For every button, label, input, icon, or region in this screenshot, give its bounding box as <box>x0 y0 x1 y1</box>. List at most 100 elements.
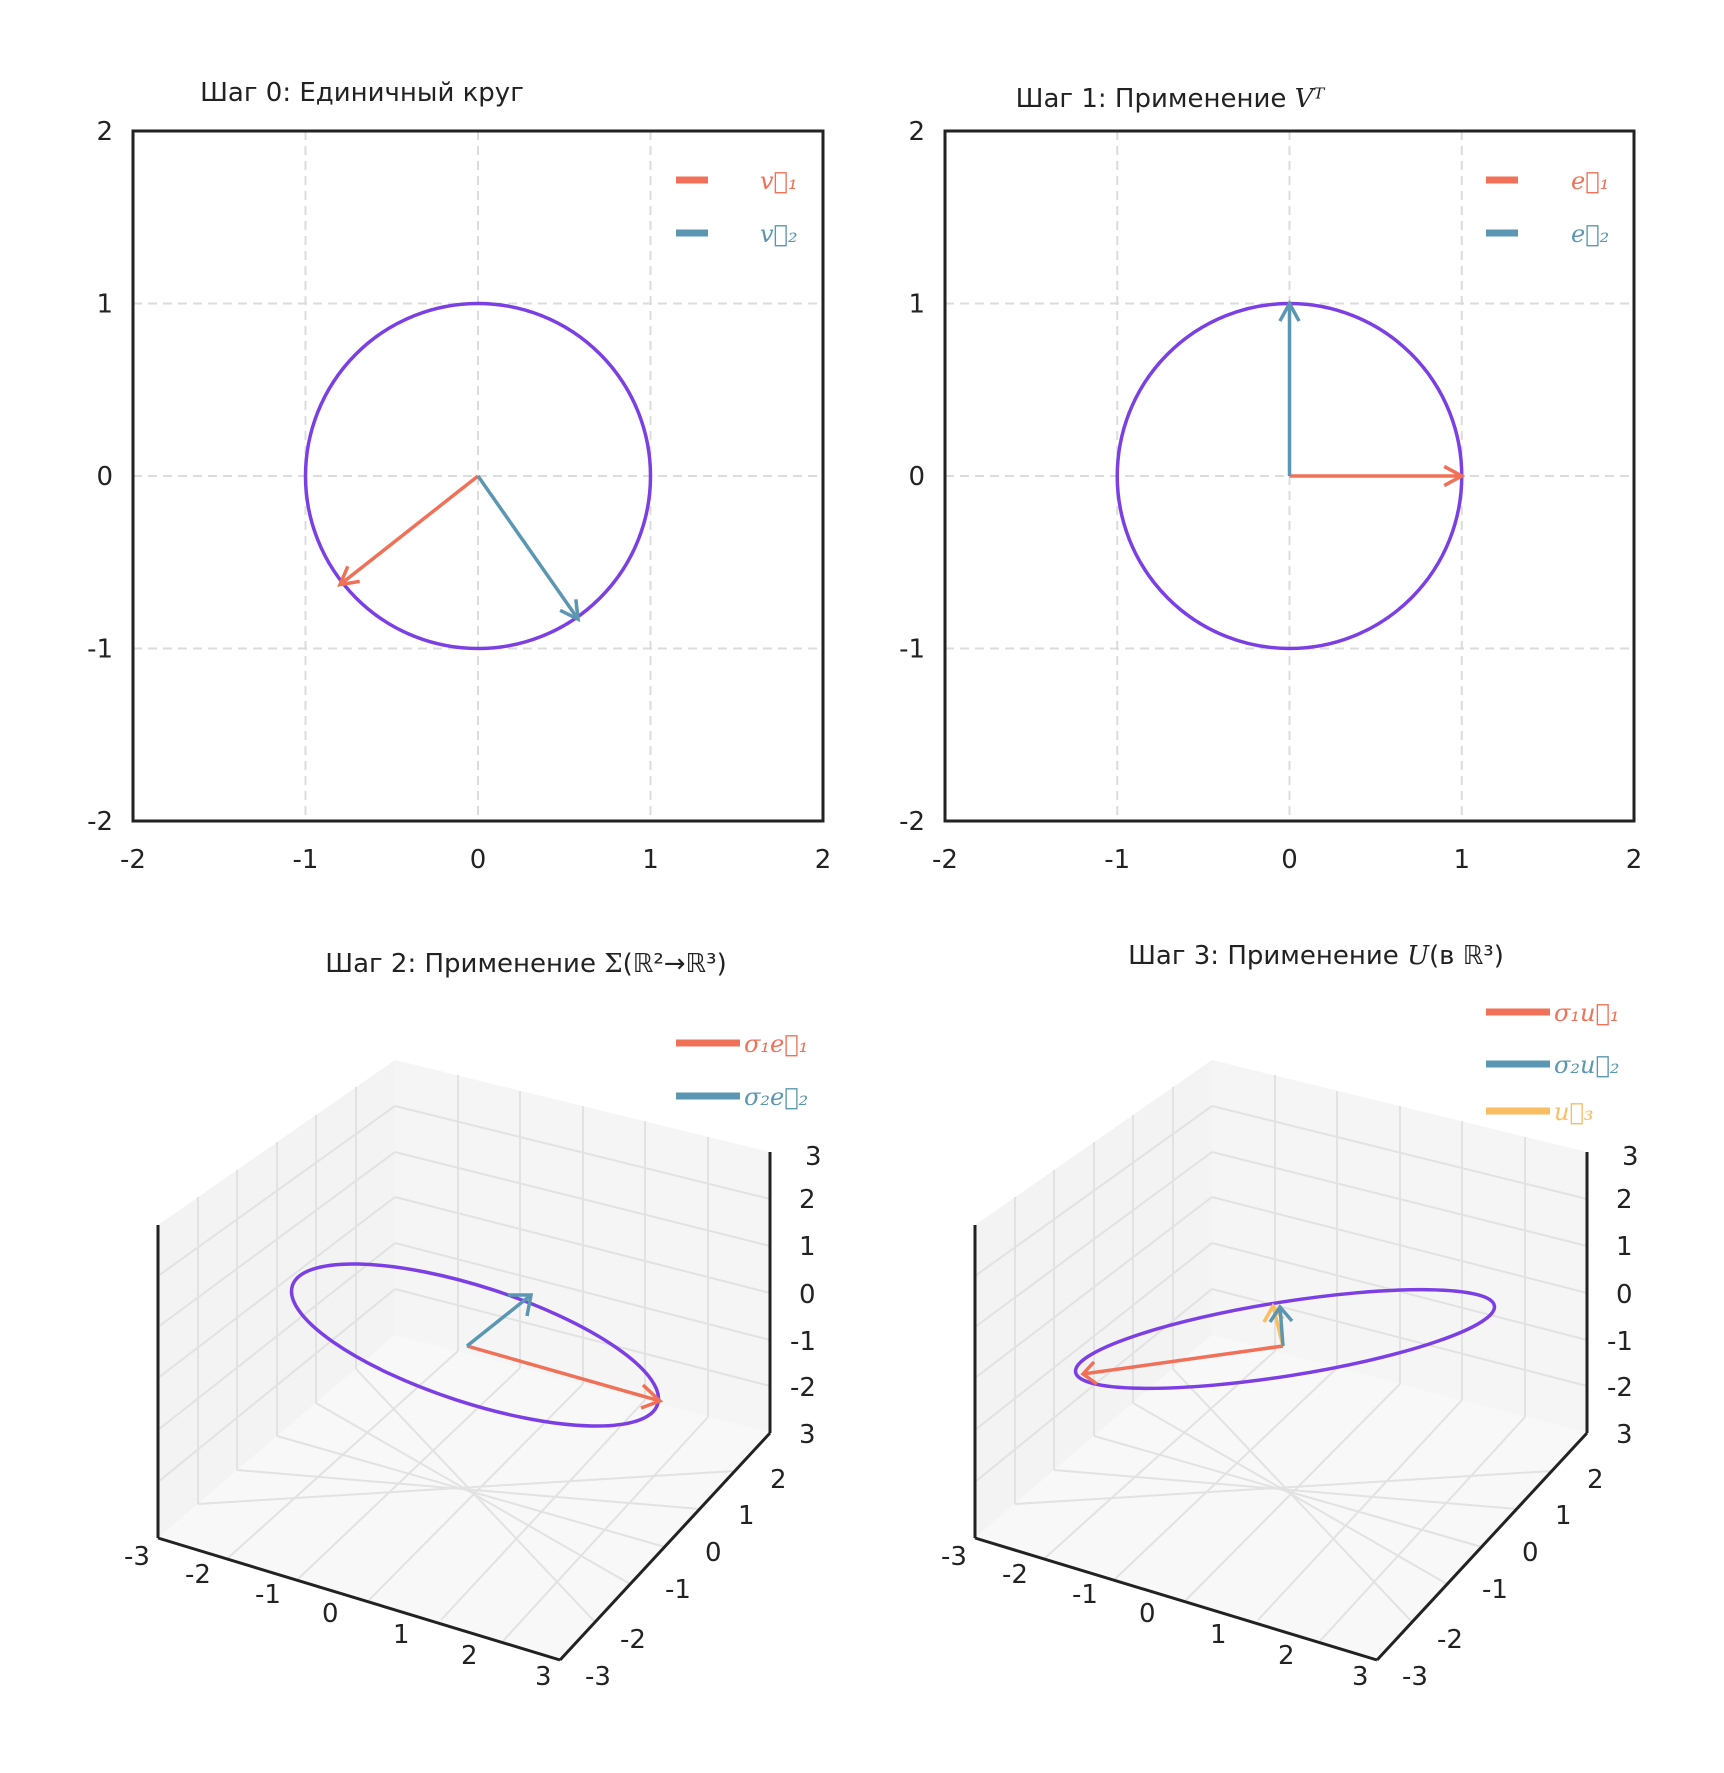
panel-title: Шаг 2: Применение Σ(ℝ²→ℝ³) <box>325 949 726 979</box>
z-tick-label: 1 <box>799 1232 816 1262</box>
vector-e1 <box>1289 464 1466 488</box>
x-tick-label: 3 <box>535 1662 552 1692</box>
y-tick-label: 2 <box>770 1465 787 1495</box>
y-tick-label: 1 <box>96 290 113 320</box>
x-tick-label: 0 <box>470 845 487 875</box>
unit-circle <box>303 301 653 651</box>
x-tick-label: 1 <box>1210 1620 1227 1650</box>
x-tick-labels: -3 -2 -1 0 1 2 3 <box>941 1542 1369 1692</box>
ellipse-3d <box>289 1262 661 1428</box>
y-tick-label: 1 <box>1555 1501 1572 1531</box>
y-tick-label: -1 <box>87 635 113 665</box>
legend-label-u3: u⃗₃ <box>1554 1098 1593 1126</box>
3d-panes <box>973 1060 1589 1662</box>
legend: v⃗₁ v⃗₂ <box>676 167 798 248</box>
z-tick-label: 3 <box>1622 1142 1639 1172</box>
legend-label-s2e2: σ₂e⃗₂ <box>744 1083 808 1111</box>
vector-s1e1 <box>466 1344 664 1410</box>
pane-grid-lines <box>157 1075 771 1642</box>
x-tick-label: -2 <box>1002 1560 1028 1590</box>
y-tick-label: 2 <box>1587 1465 1604 1495</box>
x-tick-label: -3 <box>124 1542 150 1572</box>
y-tick-label: 1 <box>738 1501 755 1531</box>
x-tick-label: -1 <box>1104 845 1130 875</box>
x-tick-label: 1 <box>1453 845 1470 875</box>
y-tick-label: -1 <box>665 1575 691 1605</box>
panel-title: Шаг 3: Применение U(в ℝ³) <box>1128 941 1504 971</box>
panel-step0: Шаг 0: Единичный круг -2 -1 0 1 2 -2 -1 … <box>87 78 831 875</box>
panel-title: Шаг 0: Единичный круг <box>200 78 524 108</box>
y-tick-label: -3 <box>585 1662 611 1692</box>
vectors-layer <box>337 474 581 623</box>
y-tick-label: 2 <box>908 117 925 147</box>
x-tick-label: 1 <box>393 1620 410 1650</box>
vector-s2e2 <box>465 1293 534 1348</box>
x-tick-label: 1 <box>642 845 659 875</box>
y-tick-labels: -2 -1 0 1 2 <box>899 117 925 837</box>
z-tick-label: -2 <box>790 1373 816 1403</box>
panel-step1: Шаг 1: Применение Vᵀ -2 -1 0 1 2 -2 -1 0… <box>899 84 1642 875</box>
x-axis-line <box>974 1536 1378 1662</box>
z-tick-label: 1 <box>1616 1232 1633 1262</box>
panel-title: Шаг 1: Применение Vᵀ <box>1016 84 1326 114</box>
legend-label-s2u2: σ₂u⃗₂ <box>1554 1051 1619 1079</box>
ellipse-3d <box>1073 1287 1497 1391</box>
legend: e⃗₁ e⃗₂ <box>1486 167 1609 248</box>
y-tick-label: 2 <box>96 117 113 147</box>
z-tick-labels: 3 2 1 0 -1 -2 3 <box>1607 1142 1639 1450</box>
vector-s2u2 <box>1268 1304 1294 1347</box>
legend-label-s1e1: σ₁e⃗₁ <box>744 1030 808 1058</box>
x-tick-label: -2 <box>185 1560 211 1590</box>
unit-circle-layer <box>303 301 653 651</box>
y-axis-line <box>558 1431 772 1662</box>
vector-s1u1 <box>1080 1344 1284 1386</box>
y-tick-labels: -2 -1 0 1 2 <box>87 117 113 837</box>
y-tick-label: 0 <box>705 1538 722 1568</box>
x-tick-label: -1 <box>255 1580 281 1610</box>
legend-label-e1: e⃗₁ <box>1571 167 1609 195</box>
z-tick-label: 3 <box>799 1420 816 1450</box>
x-tick-label: -1 <box>1072 1580 1098 1610</box>
x-tick-label: 2 <box>1278 1641 1295 1671</box>
x-tick-labels: -3 -2 -1 0 1 2 3 <box>124 1542 552 1692</box>
x-tick-label: 0 <box>322 1599 339 1629</box>
vectors-layer <box>1278 299 1466 488</box>
x-tick-labels: -2 -1 0 1 2 <box>932 845 1642 875</box>
z-tick-labels: 3 2 1 0 -1 -2 3 <box>790 1142 822 1450</box>
panel-step2: Шаг 2: Применение Σ(ℝ²→ℝ³) <box>124 949 822 1692</box>
floor-pane <box>158 1335 770 1660</box>
z-tick-label: -1 <box>1607 1327 1633 1357</box>
z-tick-label: -1 <box>790 1327 816 1357</box>
x-tick-label: -2 <box>120 845 146 875</box>
plot-frame <box>943 129 1636 823</box>
x-tick-label: -2 <box>932 845 958 875</box>
3d-panes <box>156 1060 772 1662</box>
z-tick-label: 3 <box>1616 1420 1633 1450</box>
y-tick-label: -3 <box>1402 1662 1428 1692</box>
y-tick-labels: 2 1 0 -1 -2 -3 <box>1402 1465 1604 1692</box>
x-tick-labels: -2 -1 0 1 2 <box>120 845 831 875</box>
x-tick-label: 2 <box>815 845 832 875</box>
y-tick-label: -2 <box>1437 1625 1463 1655</box>
legend: σ₁u⃗₁ σ₂u⃗₂ u⃗₃ <box>1486 999 1619 1126</box>
legend-label-s1u1: σ₁u⃗₁ <box>1554 999 1619 1027</box>
z-tick-label: 0 <box>1616 1280 1633 1310</box>
legend-label-e2: e⃗₂ <box>1571 220 1609 248</box>
x-tick-label: 0 <box>1139 1599 1156 1629</box>
z-tick-label: -2 <box>1607 1373 1633 1403</box>
pane-grid-lines <box>974 1075 1588 1642</box>
z-tick-label: 2 <box>1616 1185 1633 1215</box>
z-tick-label: 3 <box>805 1142 822 1172</box>
vector-v1 <box>337 474 480 587</box>
x-tick-label: -3 <box>941 1542 967 1572</box>
x-tick-label: 2 <box>461 1641 478 1671</box>
vector-v2 <box>476 474 581 623</box>
y-tick-label: -2 <box>87 807 113 837</box>
y-axis-line <box>1375 1431 1589 1662</box>
y-tick-label: 0 <box>908 462 925 492</box>
legend-label-v1: v⃗₁ <box>760 167 798 195</box>
x-tick-label: -1 <box>293 845 319 875</box>
y-tick-label: -2 <box>620 1625 646 1655</box>
x-tick-label: 0 <box>1281 845 1298 875</box>
